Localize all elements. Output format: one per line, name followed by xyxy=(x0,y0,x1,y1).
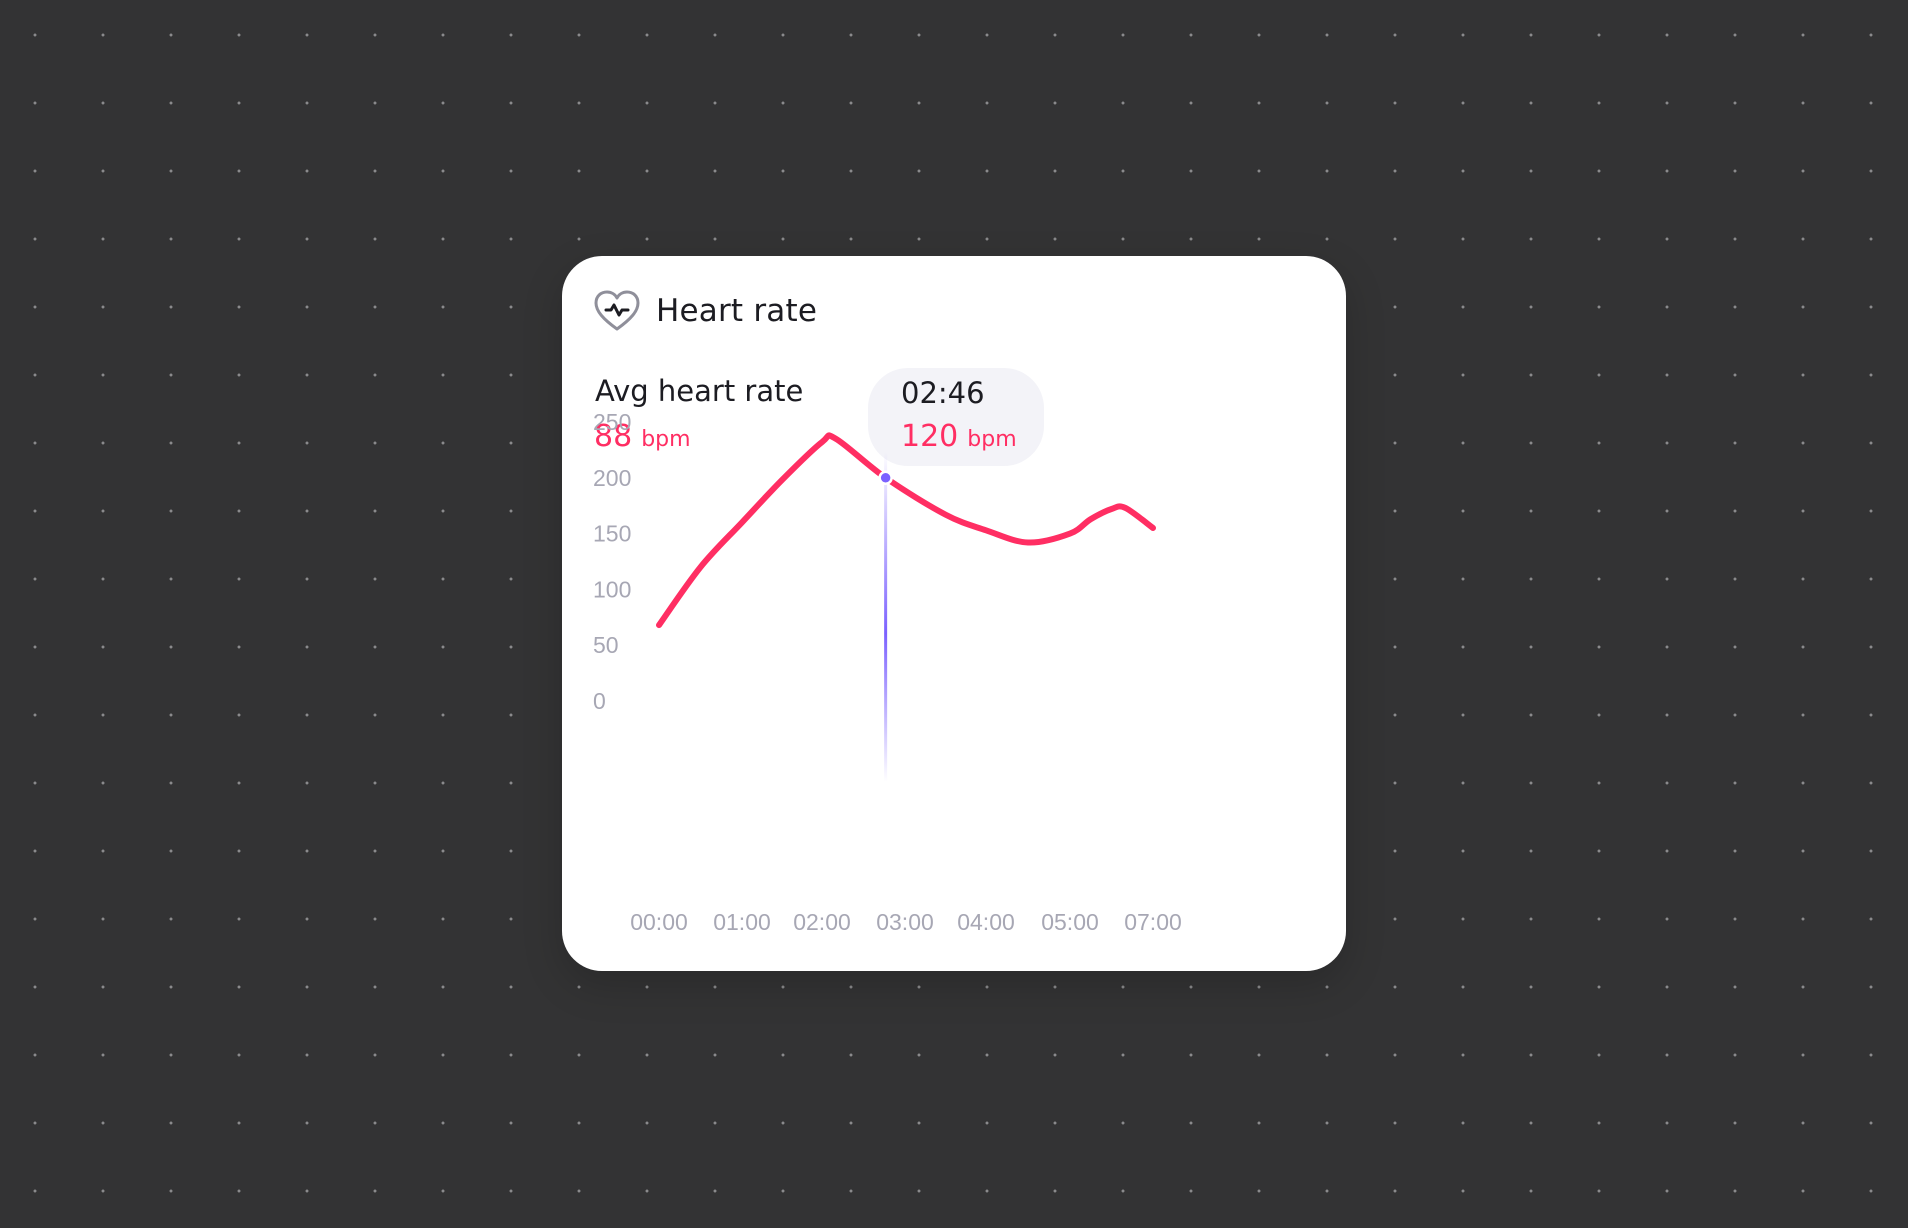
y-tick-label: 100 xyxy=(593,576,631,602)
avg-value-number: 88 xyxy=(594,419,633,454)
y-tick-label: 200 xyxy=(593,465,631,491)
chart-cursor-line[interactable] xyxy=(884,452,888,782)
x-tick-label: 05:00 xyxy=(1041,909,1099,935)
avg-value-unit: bpm xyxy=(641,427,691,452)
chart-cursor-point[interactable] xyxy=(878,470,893,486)
x-tick-label: 07:00 xyxy=(1124,909,1182,935)
heart-rate-series-line xyxy=(656,432,1156,629)
x-tick-label: 02:00 xyxy=(793,909,851,935)
x-axis-ticks: 00:00 01:00 02:00 03:00 04:00 05:00 07:00 xyxy=(630,909,1182,935)
card-title: Heart rate xyxy=(656,293,818,329)
y-tick-label: 50 xyxy=(593,632,619,658)
y-tick-label: 150 xyxy=(593,521,631,547)
x-tick-label: 01:00 xyxy=(713,909,771,935)
y-tick-label: 250 xyxy=(593,409,631,435)
tooltip-value-unit: bpm xyxy=(967,427,1017,452)
tooltip-value: 120 bpm xyxy=(901,419,1017,454)
y-tick-label: 0 xyxy=(593,688,606,714)
heart-pulse-icon xyxy=(594,290,640,331)
card-header: Heart rate xyxy=(594,290,817,332)
chart-tooltip: 02:46 120 bpm xyxy=(868,368,1044,466)
tooltip-value-number: 120 xyxy=(901,419,959,454)
heart-rate-card: Heart rate Avg heart rate 88 bpm 02:46 1… xyxy=(562,256,1346,971)
avg-heart-rate-value: 88 bpm xyxy=(594,419,691,454)
x-tick-label: 03:00 xyxy=(876,909,934,935)
y-axis-ticks: 250 200 150 100 50 0 xyxy=(593,409,631,714)
x-tick-label: 04:00 xyxy=(957,909,1015,935)
heart-rate-chart[interactable]: 250 200 150 100 50 0 00:00 01:00 02:00 03:00 04:0… xyxy=(562,256,1346,971)
x-tick-label: 00:00 xyxy=(630,909,688,935)
avg-heart-rate-label: Avg heart rate xyxy=(595,374,804,408)
tooltip-time: 02:46 xyxy=(901,376,985,410)
